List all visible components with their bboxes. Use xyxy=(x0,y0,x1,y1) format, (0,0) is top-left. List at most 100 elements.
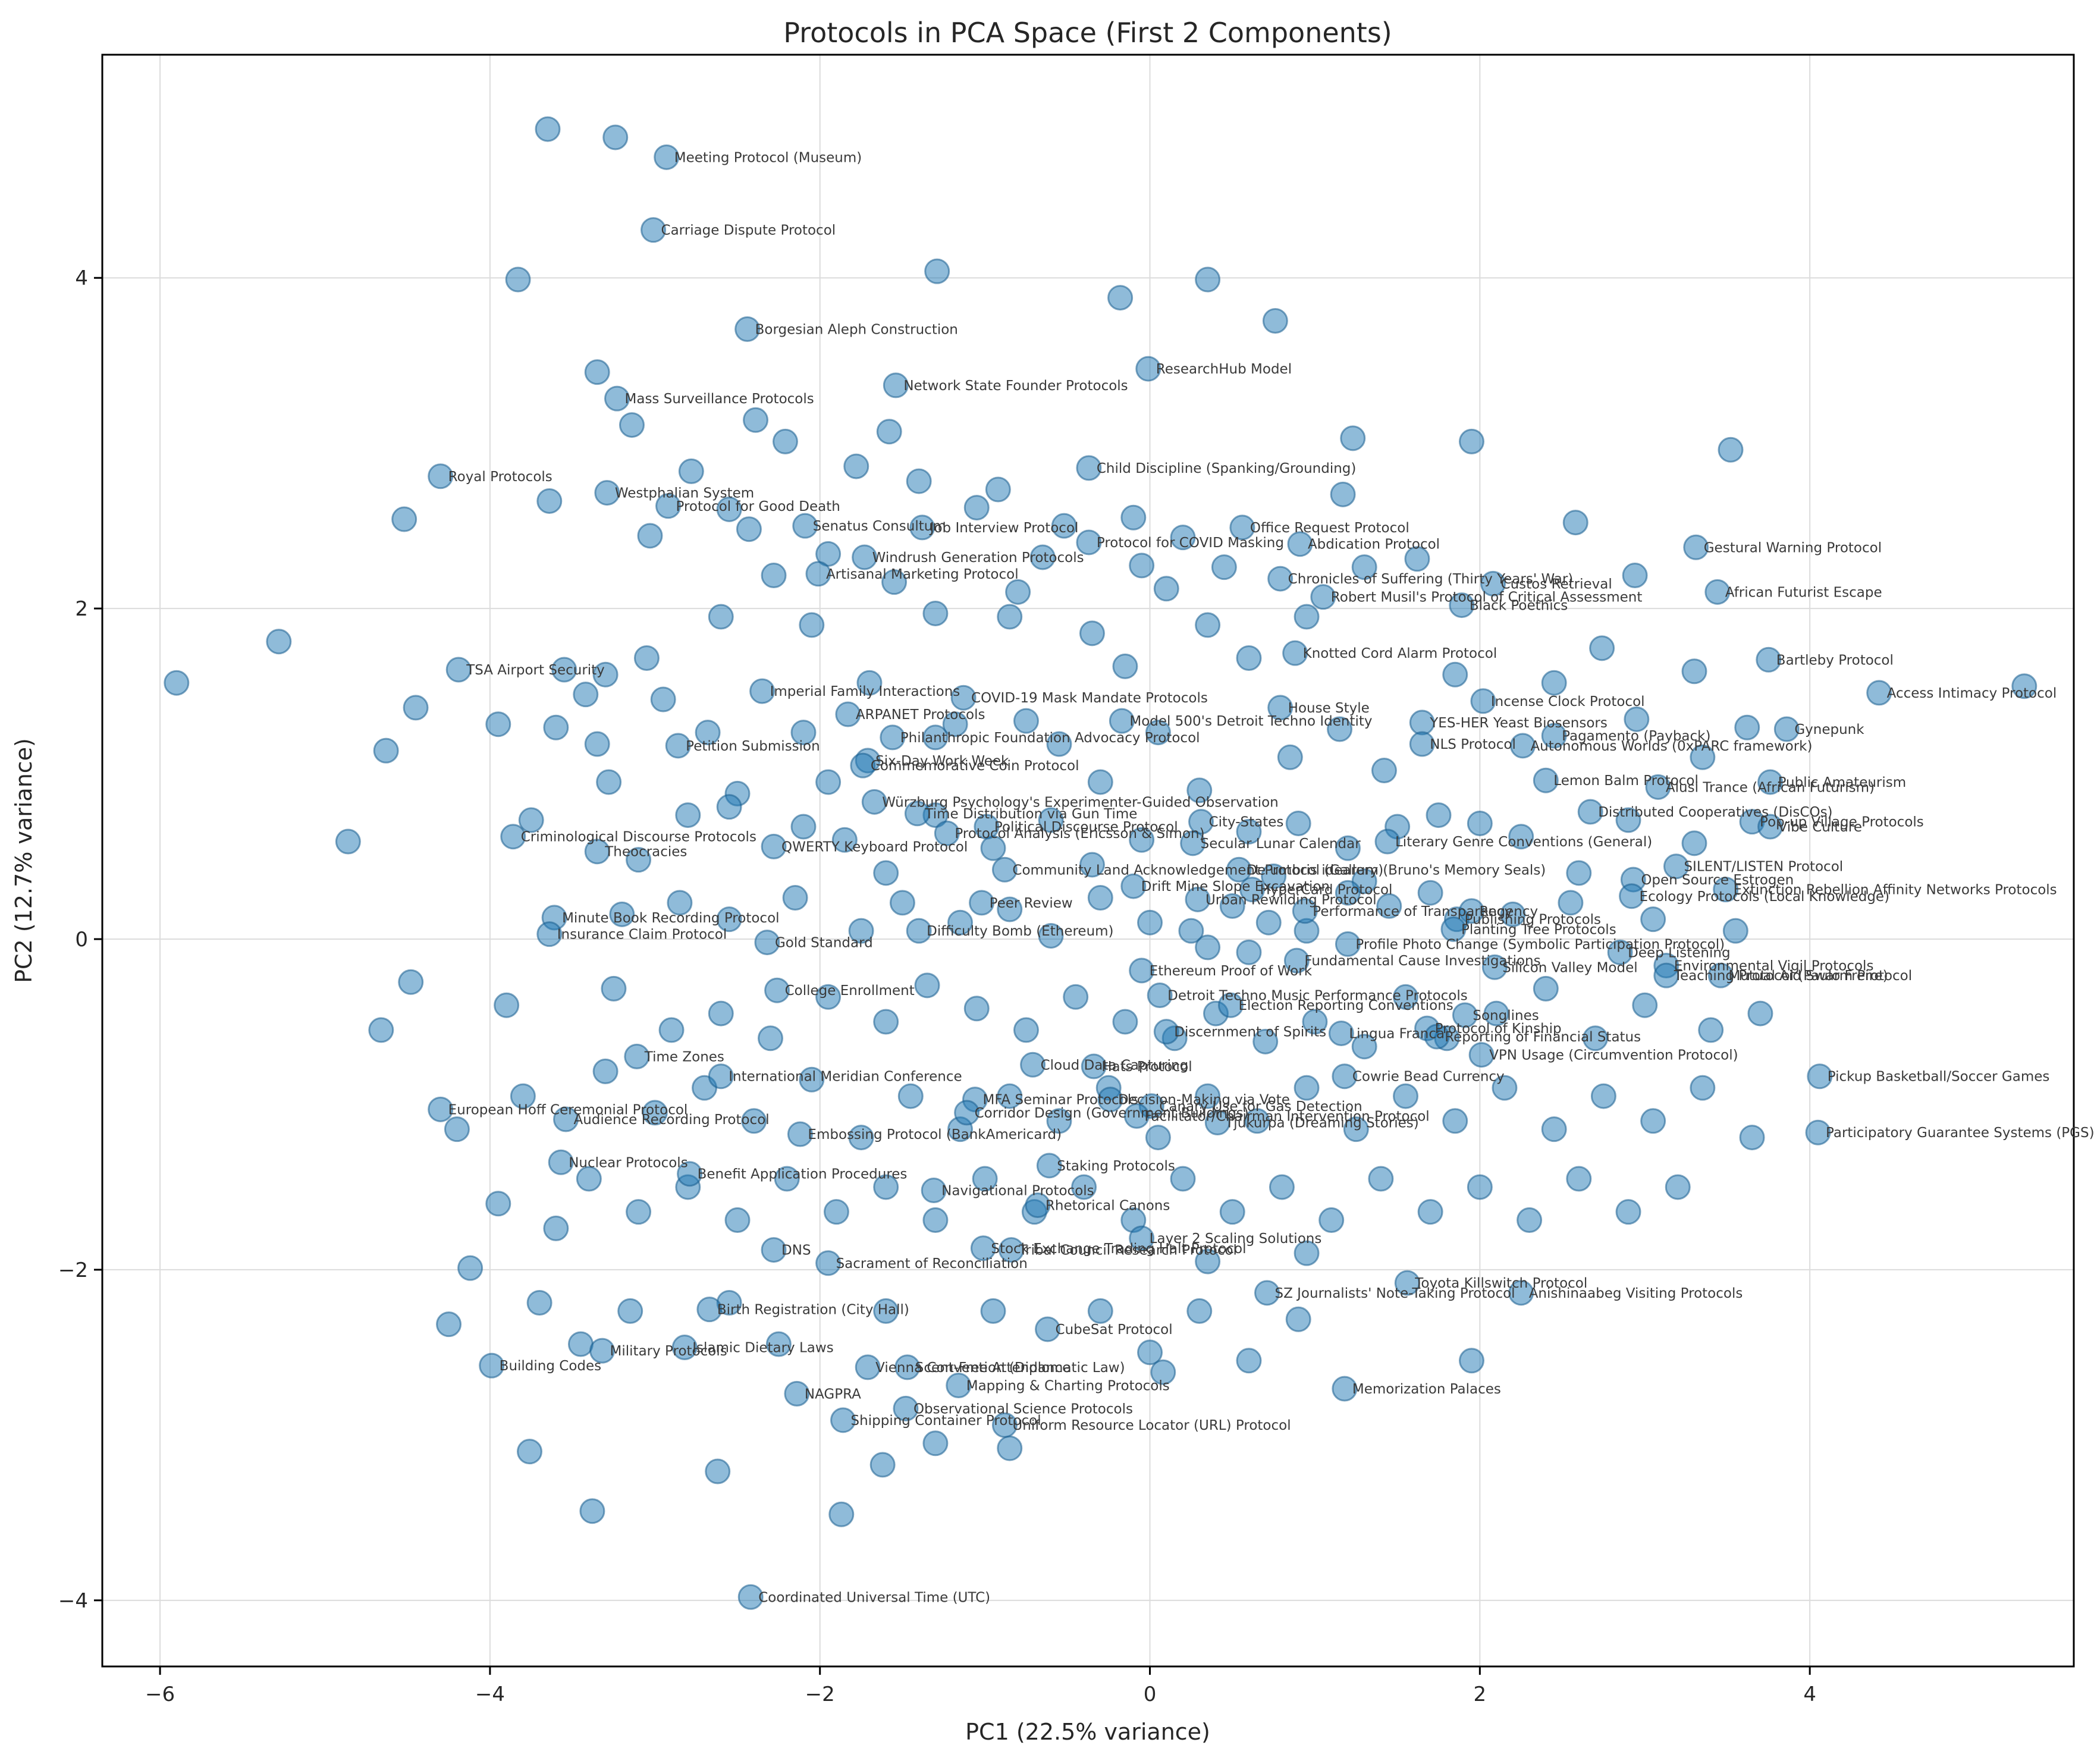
point-label: Commemorative Coin Protocol xyxy=(871,758,1079,774)
data-point xyxy=(815,984,842,1010)
data-point xyxy=(761,563,787,589)
point-label: QWERTY Keyboard Protocol xyxy=(781,839,968,855)
data-point xyxy=(436,1311,462,1338)
point-label: Windrush Generation Protocols xyxy=(872,550,1084,566)
data-point xyxy=(1195,1083,1221,1109)
data-point xyxy=(505,266,531,293)
data-point xyxy=(787,1121,813,1147)
point-label: Songlines xyxy=(1473,1008,1539,1024)
data-point xyxy=(1533,975,1559,1002)
data-point xyxy=(1294,604,1320,630)
data-point xyxy=(1262,307,1288,334)
data-point xyxy=(1718,437,1744,463)
point-label: Incense Clock Protocol xyxy=(1491,694,1645,710)
data-point xyxy=(881,569,908,595)
data-point xyxy=(1195,934,1221,961)
data-point xyxy=(852,544,878,570)
data-point xyxy=(602,124,629,150)
data-point xyxy=(999,1237,1025,1263)
data-point xyxy=(1269,1174,1295,1200)
point-label: Six-Day Work Week xyxy=(875,754,1009,769)
data-point xyxy=(626,1199,652,1225)
data-point xyxy=(1137,1339,1163,1366)
data-point xyxy=(584,359,610,385)
data-point xyxy=(1277,744,1303,770)
data-point xyxy=(592,661,619,688)
data-point xyxy=(1097,1087,1123,1113)
data-point xyxy=(792,513,818,539)
data-point xyxy=(997,896,1023,922)
point-label: Gestural Warning Protocol xyxy=(1704,540,1882,555)
data-point xyxy=(1107,285,1134,311)
data-point xyxy=(954,1100,980,1126)
point-label: Mass Surveillance Protocols xyxy=(625,391,814,407)
data-point xyxy=(1025,1192,1051,1219)
data-point xyxy=(1351,1034,1377,1060)
data-point xyxy=(764,977,790,1003)
data-point xyxy=(1137,909,1163,936)
point-label: Senatus Consultum xyxy=(813,519,946,534)
data-point xyxy=(997,1435,1023,1461)
data-point xyxy=(2011,673,2038,699)
point-label: Deep Listening xyxy=(1628,945,1730,961)
data-point xyxy=(1112,653,1138,679)
point-label: International Meridian Conference xyxy=(729,1069,962,1085)
point-label: Protocol for COVID Masking xyxy=(1097,535,1284,551)
data-point xyxy=(1335,931,1361,957)
data-point xyxy=(835,701,861,727)
data-point xyxy=(1619,883,1645,909)
data-point xyxy=(1013,708,1039,734)
data-point xyxy=(761,1237,787,1263)
data-point xyxy=(589,1338,616,1364)
point-label: Difficulty Bomb (Ethereum) xyxy=(927,924,1113,939)
y-tick-label: 4 xyxy=(75,266,88,290)
data-point xyxy=(1500,901,1526,927)
point-label: Ethereum Proof of Work xyxy=(1150,963,1313,979)
point-label: Ecology Protocols (Local Knowledge) xyxy=(1640,889,1890,905)
data-point xyxy=(922,724,949,751)
point-label: Time Zones xyxy=(644,1049,724,1065)
chart-title: Protocols in PCA Space (First 2 Componen… xyxy=(783,17,1392,49)
point-label: Election Reporting Conventions xyxy=(1238,998,1453,1013)
point-label: Coordinated Universal Time (UTC) xyxy=(758,1590,990,1605)
point-label: Job Interview Protocol xyxy=(929,520,1079,536)
data-point xyxy=(1029,544,1056,570)
data-point xyxy=(1566,860,1592,886)
data-point xyxy=(1005,579,1031,605)
data-point xyxy=(708,1063,734,1090)
data-point xyxy=(1236,1348,1262,1374)
point-label: Petition Submission xyxy=(686,739,820,754)
data-point xyxy=(772,428,798,454)
data-point xyxy=(1739,1125,1765,1151)
data-point xyxy=(667,890,693,916)
data-point xyxy=(650,686,676,712)
data-point xyxy=(1123,1103,1150,1129)
data-point xyxy=(655,493,682,519)
point-label: Anishinaabeg Visiting Protocols xyxy=(1529,1286,1743,1301)
point-label: Decision-Making via Vote xyxy=(1118,1093,1290,1108)
data-point xyxy=(1470,688,1496,714)
point-label: Bartleby Protocol xyxy=(1776,652,1894,668)
data-point xyxy=(716,906,742,933)
data-point xyxy=(335,828,361,855)
point-label: SILENT/LISTEN Protocol xyxy=(1684,859,1843,875)
point-label: Carriage Dispute Protocol xyxy=(661,223,836,238)
data-point xyxy=(972,1166,998,1192)
point-label: Mutual Aid Swarm Protocol xyxy=(1728,968,1912,984)
point-label: VPN Usage (Circumvention Protocol) xyxy=(1489,1048,1738,1063)
data-point xyxy=(1178,918,1204,944)
data-point xyxy=(1195,612,1221,638)
data-point xyxy=(805,561,831,587)
point-label: Protocol for Good Death xyxy=(676,499,840,514)
data-point xyxy=(1081,1053,1107,1079)
axes-spines xyxy=(101,54,2075,1668)
data-point xyxy=(830,1407,856,1433)
point-label: Distributed Cooperatives (DisCOs) xyxy=(1598,805,1832,820)
data-point xyxy=(1035,1316,1061,1342)
data-point xyxy=(516,1439,542,1465)
data-point xyxy=(799,612,825,638)
data-point xyxy=(624,1043,650,1069)
data-point xyxy=(1318,1207,1345,1233)
data-point xyxy=(1153,1019,1179,1045)
data-point xyxy=(1734,714,1760,740)
